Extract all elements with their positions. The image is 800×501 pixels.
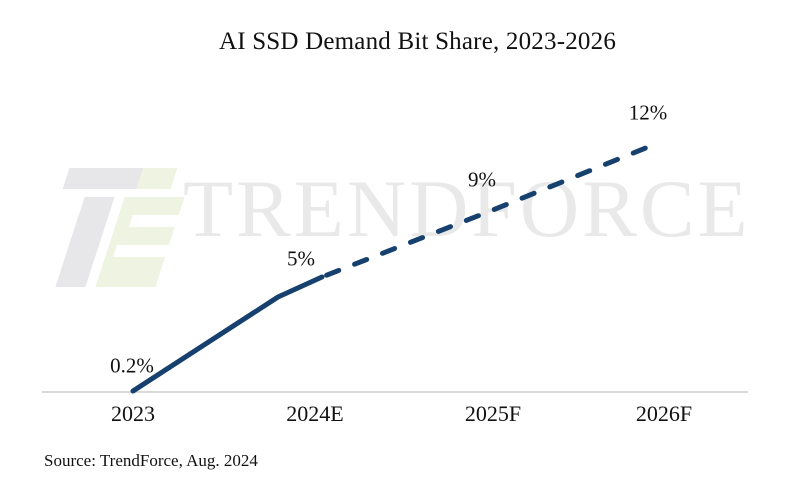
x-axis-label: 2026F <box>635 401 693 426</box>
data-point-label: 5% <box>287 246 315 271</box>
data-point-label: 12% <box>628 100 668 125</box>
x-axis-label: 2023 <box>111 401 155 426</box>
x-axis-label: 2024E <box>286 401 344 426</box>
line-segment-dashed <box>319 142 656 280</box>
chart-title: AI SSD Demand Bit Share, 2023-2026 <box>218 28 617 55</box>
line-segment-solid <box>130 274 325 394</box>
source-note: Source: TrendForce, Aug. 2024 <box>44 451 258 470</box>
data-point-label: 9% <box>468 167 496 192</box>
x-axis-label: 2025F <box>464 401 522 426</box>
data-point-label: 0.2% <box>110 353 154 378</box>
